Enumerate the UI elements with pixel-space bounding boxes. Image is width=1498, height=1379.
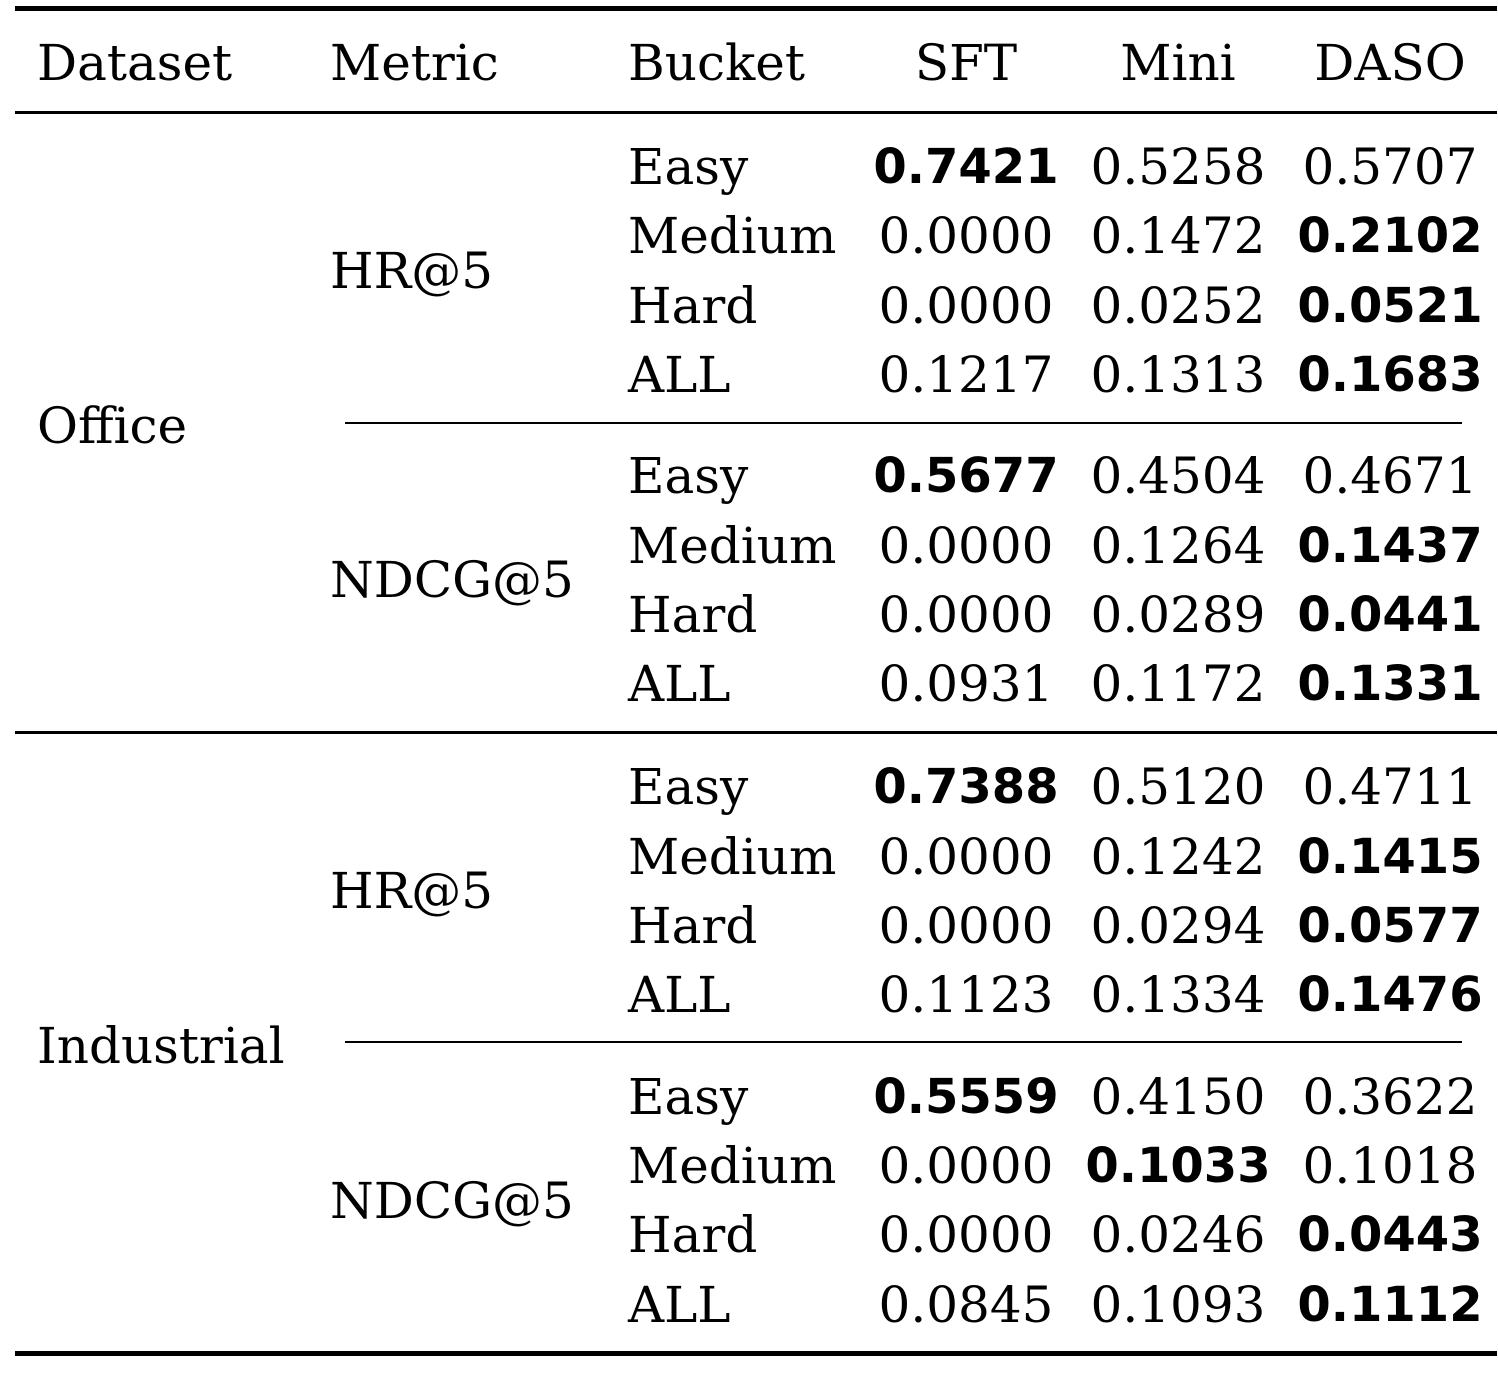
bucket-label: ALL <box>628 345 731 404</box>
mini-value: 0.1313 <box>1090 345 1266 404</box>
daso-value: 0.4671 <box>1302 447 1478 506</box>
daso-value: 0.1112 <box>1297 1276 1483 1333</box>
dataset-label: Office <box>37 396 188 455</box>
header-rule <box>15 111 1497 114</box>
mini-value: 0.1472 <box>1090 207 1266 266</box>
header-dataset: Dataset <box>37 34 233 92</box>
sft-value: 0.0000 <box>878 207 1054 266</box>
mini-value: 0.5258 <box>1090 138 1266 196</box>
sft-value: 0.5677 <box>873 448 1059 505</box>
sft-value: 0.0000 <box>878 897 1054 955</box>
top-rule <box>15 6 1497 11</box>
mini-value: 0.1264 <box>1090 516 1266 575</box>
sft-value: 0.0000 <box>878 1136 1054 1195</box>
metric-rule <box>345 422 1462 424</box>
mini-value: 0.1093 <box>1090 1275 1266 1334</box>
daso-value: 0.0521 <box>1297 277 1483 334</box>
mini-value: 0.4150 <box>1090 1067 1266 1126</box>
sft-value: 0.0000 <box>878 516 1054 575</box>
metric-label: NDCG@5 <box>330 1171 574 1230</box>
mini-value: 0.1033 <box>1085 1137 1271 1194</box>
bucket-label: ALL <box>628 966 731 1025</box>
daso-value: 0.5707 <box>1302 138 1478 196</box>
daso-value: 0.2102 <box>1297 208 1483 265</box>
daso-value: 0.1476 <box>1297 967 1483 1024</box>
mini-value: 0.1334 <box>1090 966 1266 1025</box>
daso-value: 0.1437 <box>1297 517 1483 574</box>
sft-value: 0.7388 <box>873 759 1059 816</box>
daso-value: 0.1018 <box>1302 1136 1478 1195</box>
sft-value: 0.0000 <box>878 1206 1054 1265</box>
metric-rule <box>345 1041 1462 1043</box>
daso-value: 0.0441 <box>1297 586 1483 643</box>
mini-value: 0.0246 <box>1090 1206 1266 1265</box>
bucket-label: Hard <box>628 1206 758 1265</box>
bucket-label: Medium <box>628 827 837 886</box>
mini-value: 0.1242 <box>1090 827 1266 886</box>
daso-value: 0.0443 <box>1297 1207 1483 1264</box>
daso-value: 0.3622 <box>1302 1067 1478 1126</box>
mini-value: 0.5120 <box>1090 758 1266 817</box>
sft-value: 0.0000 <box>878 827 1054 886</box>
daso-value: 0.0577 <box>1297 898 1483 954</box>
mini-value: 0.1172 <box>1090 655 1266 714</box>
daso-value: 0.4711 <box>1302 758 1478 817</box>
sft-value: 0.0000 <box>878 585 1054 644</box>
metric-label: HR@5 <box>330 862 494 921</box>
sft-value: 0.0845 <box>878 1275 1054 1334</box>
bucket-label: Medium <box>628 207 837 266</box>
bucket-label: Easy <box>628 138 749 196</box>
group-rule <box>15 731 1497 734</box>
mini-value: 0.4504 <box>1090 447 1266 506</box>
bucket-label: Medium <box>628 1136 837 1195</box>
header-sft: SFT <box>914 34 1018 92</box>
bucket-label: ALL <box>628 655 731 714</box>
sft-value: 0.0000 <box>878 276 1054 335</box>
header-daso: DASO <box>1314 34 1466 92</box>
bucket-label: Hard <box>628 585 758 644</box>
bucket-label: Medium <box>628 516 837 575</box>
mini-value: 0.0294 <box>1090 897 1266 955</box>
sft-value: 0.0931 <box>878 655 1054 714</box>
sft-value: 0.5559 <box>873 1068 1059 1125</box>
bucket-label: ALL <box>628 1275 731 1334</box>
header-bucket: Bucket <box>628 34 805 92</box>
bucket-label: Easy <box>628 447 749 506</box>
metric-label: NDCG@5 <box>330 551 574 610</box>
daso-value: 0.1331 <box>1297 656 1483 713</box>
bucket-label: Easy <box>628 1067 749 1126</box>
daso-value: 0.1683 <box>1297 346 1483 403</box>
sft-value: 0.1123 <box>878 966 1054 1025</box>
mini-value: 0.0252 <box>1090 276 1266 335</box>
bucket-label: Hard <box>628 276 758 335</box>
mini-value: 0.0289 <box>1090 585 1266 644</box>
bucket-label: Hard <box>628 897 758 955</box>
sft-value: 0.7421 <box>873 139 1059 195</box>
bottom-rule <box>15 1351 1497 1356</box>
metric-label: HR@5 <box>330 241 494 300</box>
daso-value: 0.1415 <box>1297 828 1483 885</box>
header-metric: Metric <box>330 34 499 92</box>
sft-value: 0.1217 <box>878 345 1054 404</box>
header-mini: Mini <box>1120 34 1236 92</box>
bucket-label: Easy <box>628 758 749 817</box>
dataset-label: Industrial <box>37 1016 285 1075</box>
